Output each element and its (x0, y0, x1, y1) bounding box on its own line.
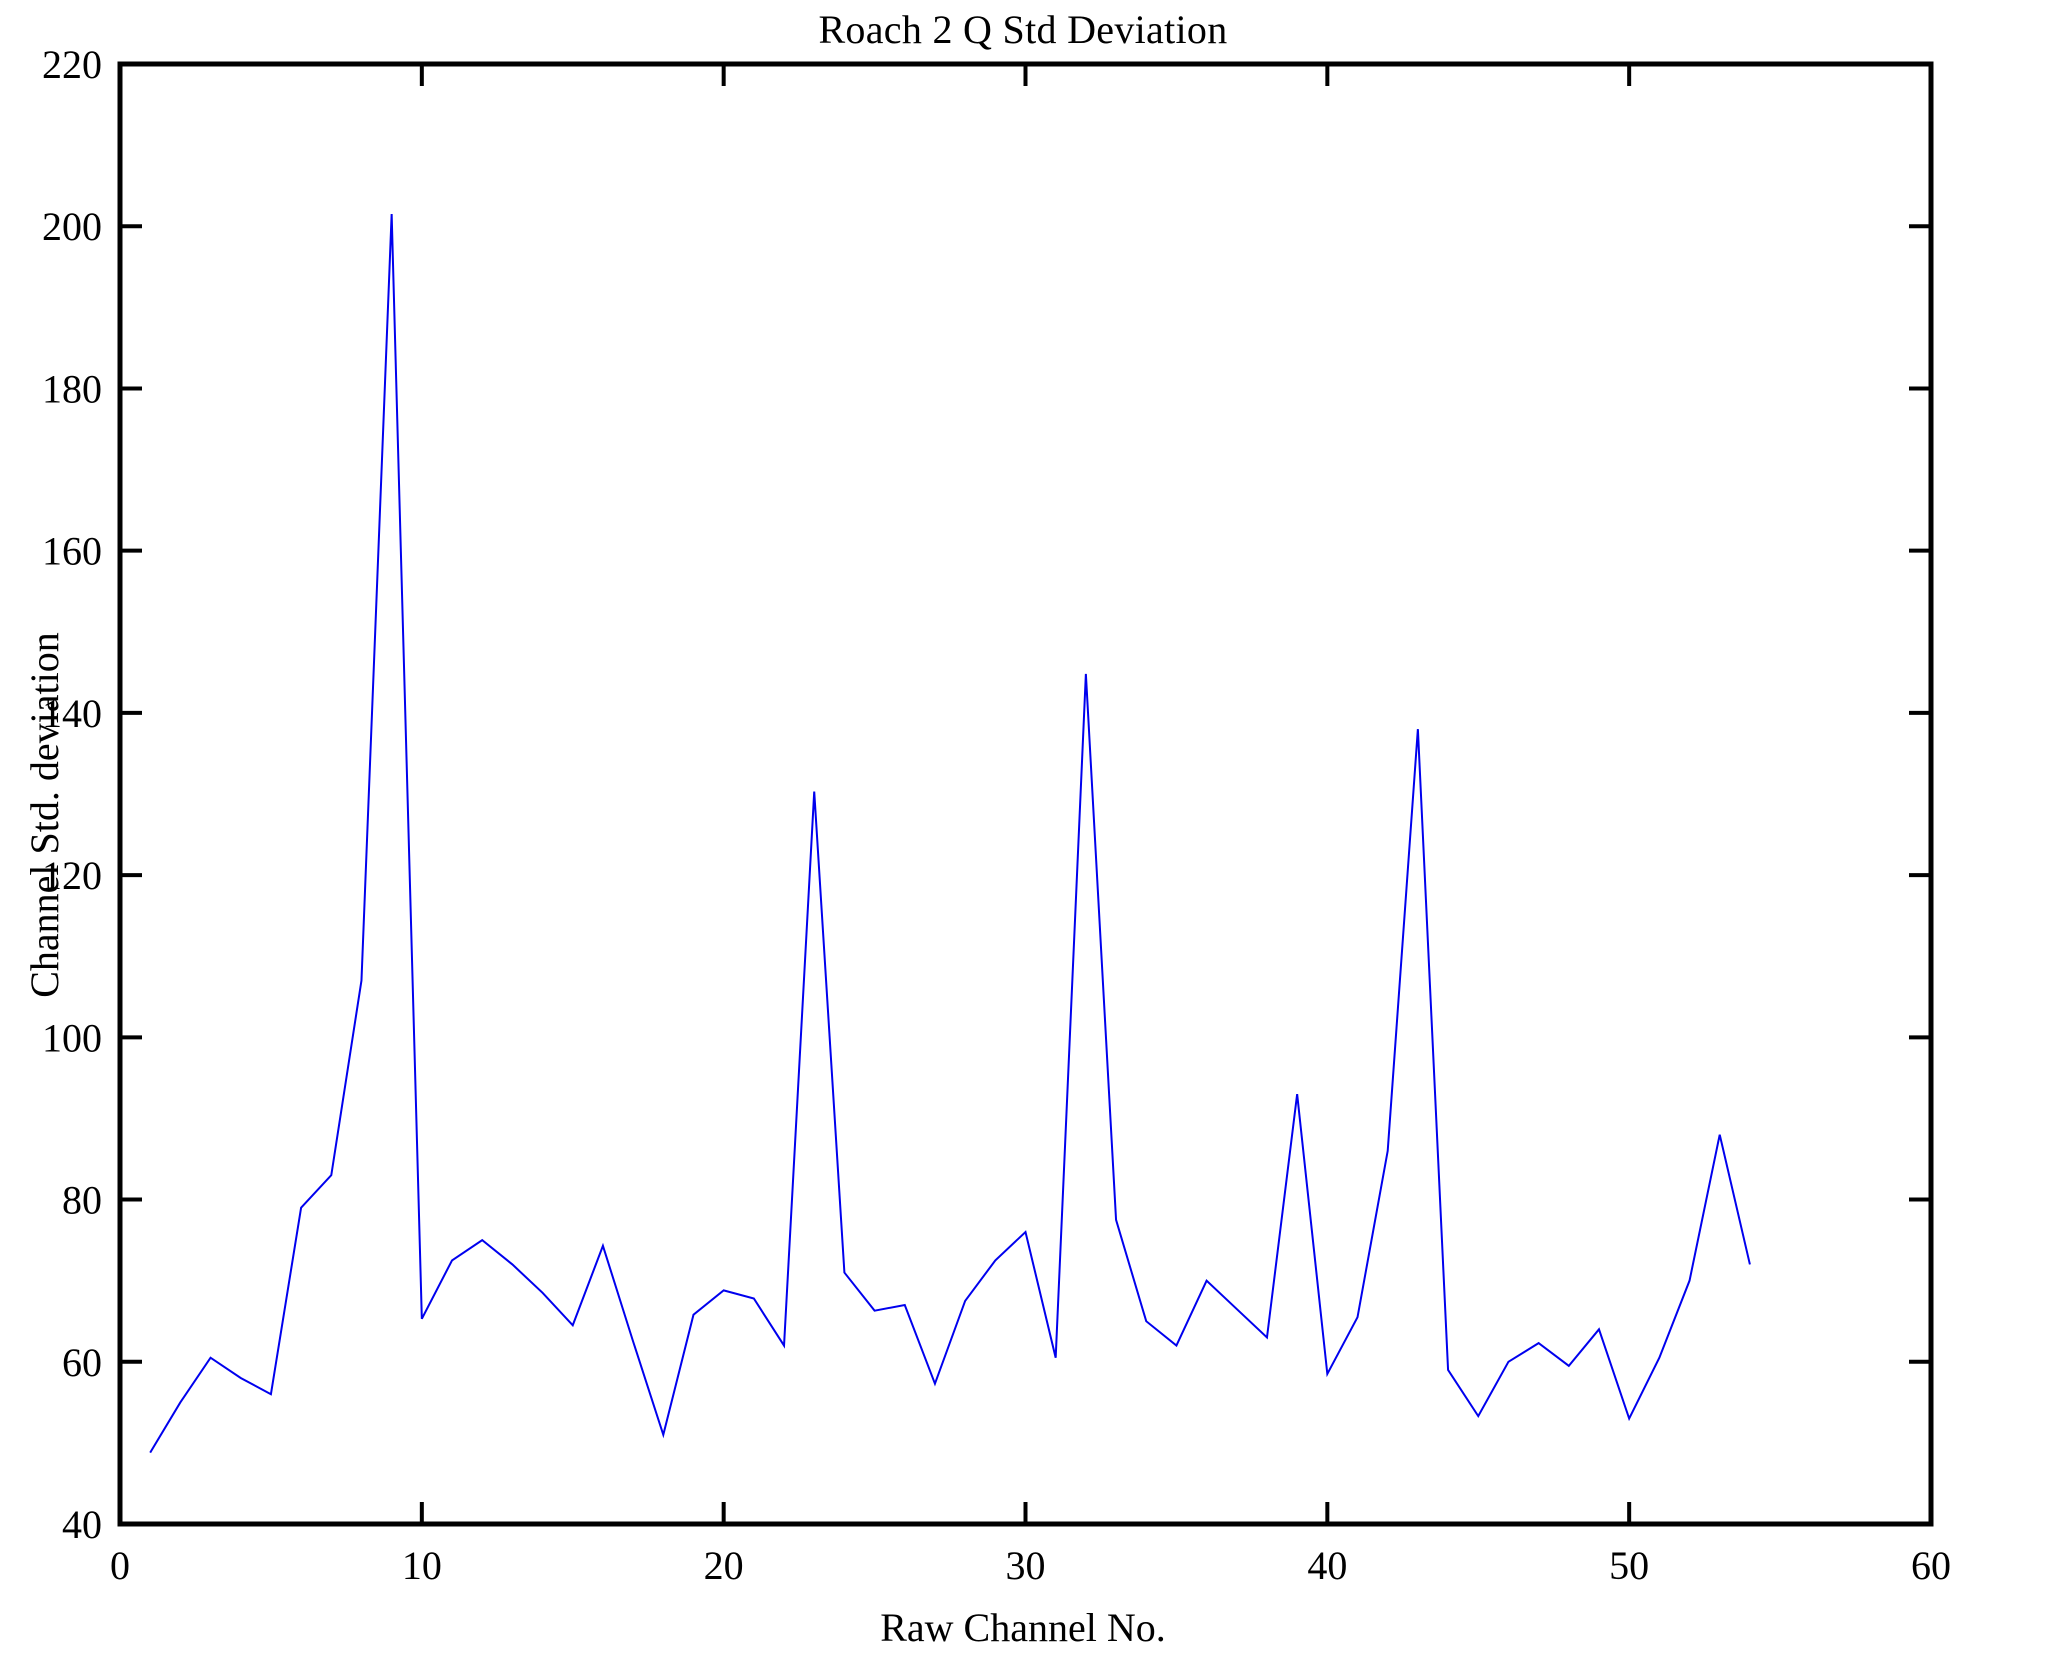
x-tick-labels: 0 10 20 30 40 50 60 (110, 1543, 1951, 1588)
x-tick-label: 20 (704, 1543, 744, 1588)
y-tick-labels: 40 60 80 100 120 140 160 180 200 220 (42, 42, 102, 1547)
y-tick-label: 160 (42, 529, 102, 574)
y-tick-marks (120, 62, 1931, 1526)
x-tick-label: 40 (1307, 1543, 1347, 1588)
axis-frame (117, 61, 1934, 1527)
x-tick-label: 10 (402, 1543, 442, 1588)
y-tick-label: 100 (42, 1015, 102, 1060)
y-tick-label: 80 (62, 1178, 102, 1223)
x-tick-label: 50 (1609, 1543, 1649, 1588)
x-axis-label: Raw Channel No. (880, 1605, 1166, 1650)
y-tick-label: 140 (42, 691, 102, 736)
y-tick-label: 120 (42, 853, 102, 898)
series-line (149, 214, 1751, 1454)
y-tick-label: 200 (42, 204, 102, 249)
chart-title: Roach 2 Q Std Deviation (818, 7, 1228, 52)
y-tick-label: 180 (42, 366, 102, 411)
y-tick-label: 40 (62, 1502, 102, 1547)
y-tick-label: 220 (42, 42, 102, 87)
y-tick-label: 60 (62, 1340, 102, 1385)
x-tick-label: 30 (1006, 1543, 1046, 1588)
data-series-line (149, 214, 1751, 1454)
x-tick-marks (118, 64, 1933, 1524)
x-tick-label: 60 (1911, 1543, 1951, 1588)
x-tick-label: 0 (110, 1543, 130, 1588)
